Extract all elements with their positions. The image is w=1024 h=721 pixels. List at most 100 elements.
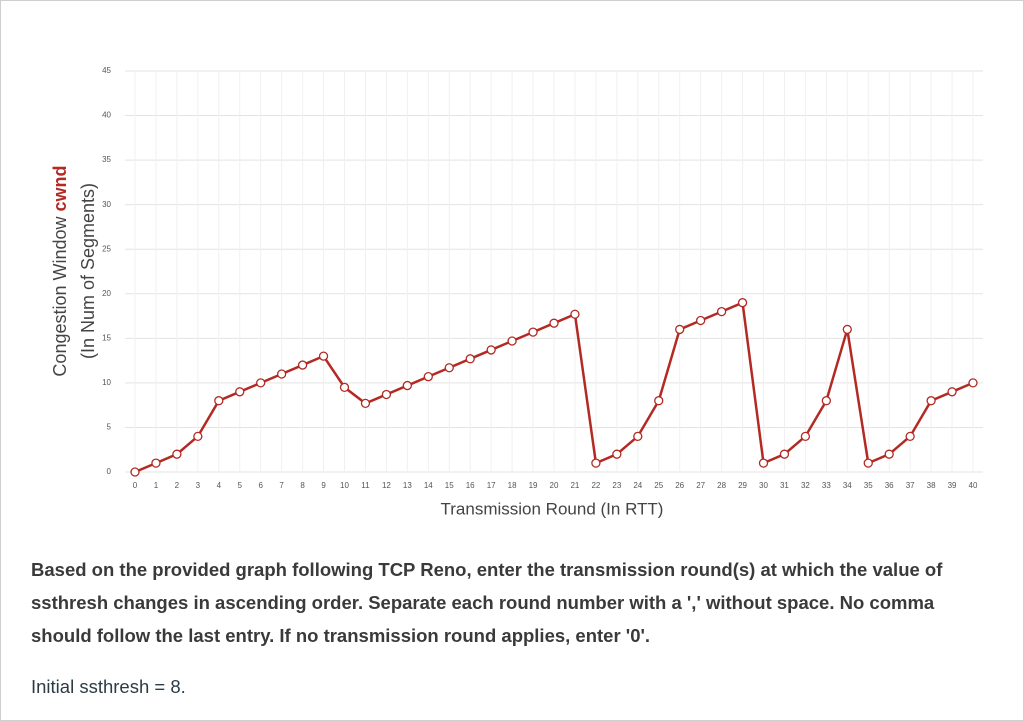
x-tick-label: 26 — [675, 481, 684, 490]
x-tick-label: 11 — [361, 481, 370, 490]
y-tick-label: 25 — [102, 244, 111, 253]
point — [716, 306, 727, 317]
x-tick-label: 39 — [948, 481, 957, 490]
point — [214, 396, 224, 406]
point — [256, 378, 266, 388]
chart: Transmission Round (In RTT) Congestion W… — [50, 66, 983, 518]
x-tick-label: 27 — [696, 481, 705, 490]
x-tick-label: 38 — [927, 481, 936, 490]
point — [507, 336, 517, 346]
x-tick-label: 22 — [591, 481, 600, 490]
point — [884, 449, 894, 459]
point — [863, 458, 873, 468]
y-tick-label: 40 — [102, 111, 111, 120]
point — [968, 378, 978, 388]
x-tick-label: 32 — [801, 481, 810, 490]
point — [612, 449, 622, 459]
point — [842, 324, 852, 335]
point — [276, 369, 287, 379]
y-tick-label: 20 — [102, 289, 111, 298]
point — [549, 318, 559, 328]
point — [130, 467, 140, 477]
x-tick-label: 17 — [487, 481, 496, 490]
point — [800, 431, 811, 442]
x-tick-label: 4 — [217, 481, 222, 490]
x-tick-label: 9 — [321, 481, 326, 490]
x-axis-label: Transmission Round (In RTT) — [441, 499, 664, 518]
y-tick-label: 15 — [102, 333, 111, 342]
point — [821, 396, 831, 406]
point — [528, 327, 538, 337]
x-tick-label: 16 — [466, 481, 475, 490]
x-tick-label: 24 — [633, 481, 642, 490]
x-tick-label: 5 — [238, 481, 243, 490]
y-tick-label: 35 — [102, 155, 111, 164]
point — [402, 380, 413, 391]
initial-note: Initial ssthresh = 8. — [31, 676, 186, 697]
x-tick-label: 8 — [300, 481, 305, 490]
point — [486, 345, 496, 355]
point — [193, 431, 203, 442]
point — [758, 458, 769, 468]
x-tick-label: 18 — [508, 481, 517, 490]
point — [779, 449, 790, 459]
x-tick-label: 33 — [822, 481, 831, 490]
y-label-emphasis: cwnd — [50, 165, 70, 211]
question: Based on the provided graph following TC… — [31, 553, 991, 720]
point — [318, 351, 329, 361]
x-tick-label: 19 — [529, 481, 538, 490]
point — [172, 449, 182, 459]
x-tick-label: 20 — [550, 481, 559, 490]
x-tick-label: 3 — [196, 481, 201, 490]
x-tick-label: 13 — [403, 481, 412, 490]
x-tick-label: 14 — [424, 481, 433, 490]
x-tick-label: 0 — [133, 481, 138, 490]
x-tick-label: 6 — [258, 481, 263, 490]
y-axis-sublabel: (In Num of Segments) — [78, 183, 98, 359]
point — [737, 298, 748, 308]
x-tick-label: 21 — [570, 481, 579, 490]
point — [423, 372, 433, 382]
point — [151, 458, 161, 468]
point — [381, 389, 392, 400]
x-tick-label: 15 — [445, 481, 454, 490]
x-tick-label: 31 — [780, 481, 789, 490]
x-tick-label: 37 — [906, 481, 915, 490]
x-tick-label: 40 — [969, 481, 978, 490]
point — [465, 354, 475, 364]
x-tick-label: 12 — [382, 481, 391, 490]
x-tick-label: 1 — [154, 481, 159, 490]
point — [654, 396, 664, 406]
x-tick-label: 28 — [717, 481, 726, 490]
point — [675, 324, 685, 335]
x-tick-label: 10 — [340, 481, 349, 490]
x-tick-label: 34 — [843, 481, 852, 490]
point — [297, 360, 308, 370]
point — [696, 315, 706, 326]
x-tick-label: 35 — [864, 481, 873, 490]
question-text: Based on the provided graph following TC… — [31, 559, 943, 646]
point — [444, 363, 454, 373]
x-tick-label: 2 — [175, 481, 180, 490]
point — [339, 382, 350, 392]
point — [591, 458, 601, 468]
point — [947, 387, 957, 397]
x-tick-label: 30 — [759, 481, 768, 490]
y-tick-label: 0 — [107, 467, 112, 476]
y-tick-label: 30 — [102, 200, 111, 209]
y-axis-label: Congestion Window cwnd — [50, 165, 70, 376]
y-label-text: Congestion Window — [50, 215, 70, 376]
point — [570, 309, 580, 319]
x-tick-label: 23 — [612, 481, 621, 490]
y-tick-label: 10 — [102, 378, 111, 387]
point — [235, 387, 245, 397]
point — [633, 431, 643, 442]
x-tick-label: 29 — [738, 481, 747, 490]
x-tick-label: 36 — [885, 481, 894, 490]
y-tick-label: 5 — [107, 423, 112, 432]
point — [360, 398, 371, 409]
point — [926, 396, 936, 406]
x-tick-label: 7 — [279, 481, 284, 490]
y-tick-label: 45 — [102, 66, 111, 75]
